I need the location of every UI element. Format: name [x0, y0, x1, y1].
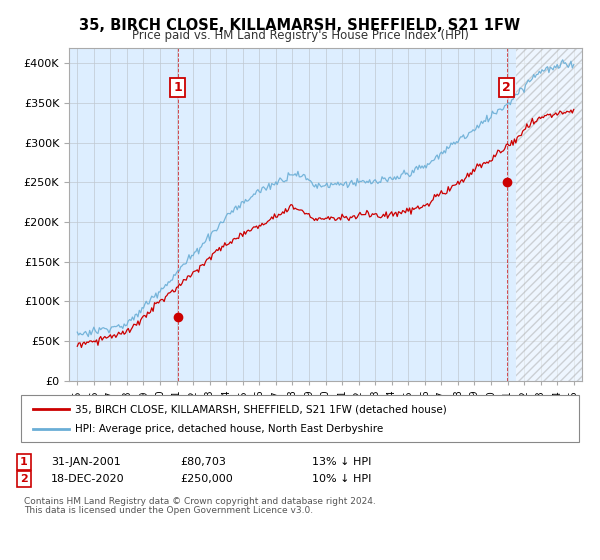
Bar [516, 48, 582, 381]
Text: £80,703: £80,703 [180, 457, 226, 467]
Text: 2: 2 [20, 474, 28, 484]
Text: 31-JAN-2001: 31-JAN-2001 [51, 457, 121, 467]
Text: 35, BIRCH CLOSE, KILLAMARSH, SHEFFIELD, S21 1FW (detached house): 35, BIRCH CLOSE, KILLAMARSH, SHEFFIELD, … [75, 404, 447, 414]
Text: 13% ↓ HPI: 13% ↓ HPI [312, 457, 371, 467]
Text: HPI: Average price, detached house, North East Derbyshire: HPI: Average price, detached house, Nort… [75, 424, 383, 434]
Text: £250,000: £250,000 [180, 474, 233, 484]
Text: 35, BIRCH CLOSE, KILLAMARSH, SHEFFIELD, S21 1FW: 35, BIRCH CLOSE, KILLAMARSH, SHEFFIELD, … [79, 18, 521, 33]
Text: 1: 1 [173, 81, 182, 94]
Text: This data is licensed under the Open Government Licence v3.0.: This data is licensed under the Open Gov… [24, 506, 313, 515]
Text: 10% ↓ HPI: 10% ↓ HPI [312, 474, 371, 484]
Text: 18-DEC-2020: 18-DEC-2020 [51, 474, 125, 484]
Text: Price paid vs. HM Land Registry's House Price Index (HPI): Price paid vs. HM Land Registry's House … [131, 29, 469, 42]
Text: Contains HM Land Registry data © Crown copyright and database right 2024.: Contains HM Land Registry data © Crown c… [24, 497, 376, 506]
Text: 2: 2 [502, 81, 511, 94]
Text: 1: 1 [20, 457, 28, 467]
